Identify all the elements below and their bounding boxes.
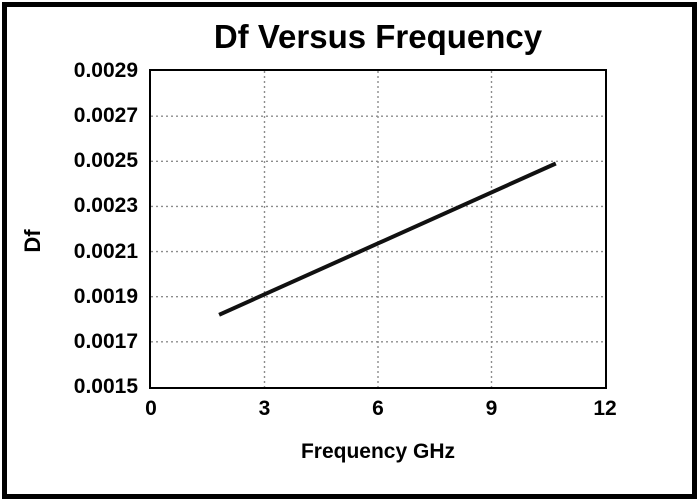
y-tick-label: 0.0029 bbox=[73, 59, 138, 82]
x-tick-label: 6 bbox=[372, 397, 384, 420]
y-tick-label: 0.0019 bbox=[73, 284, 138, 308]
x-tick-label: 0 bbox=[145, 397, 157, 420]
y-tick-label: 0.0027 bbox=[73, 104, 138, 128]
y-tick-label: 0.0017 bbox=[73, 329, 138, 353]
series-line-df bbox=[218, 161, 557, 317]
x-tick-label: 9 bbox=[485, 397, 498, 420]
x-tick-label: 3 bbox=[258, 397, 271, 420]
y-tick-label: 0.0021 bbox=[73, 239, 138, 263]
y-tick-label: 0.0025 bbox=[73, 149, 138, 173]
x-axis-title: Frequency GHz bbox=[300, 440, 456, 463]
y-tick-label: 0.0015 bbox=[73, 375, 138, 398]
x-tick-label: 12 bbox=[593, 397, 617, 420]
plot-svg bbox=[151, 71, 605, 387]
chart-title: Df Versus Frequency bbox=[213, 18, 543, 55]
plot-area bbox=[149, 69, 607, 389]
y-tick-label: 0.0023 bbox=[73, 194, 138, 218]
